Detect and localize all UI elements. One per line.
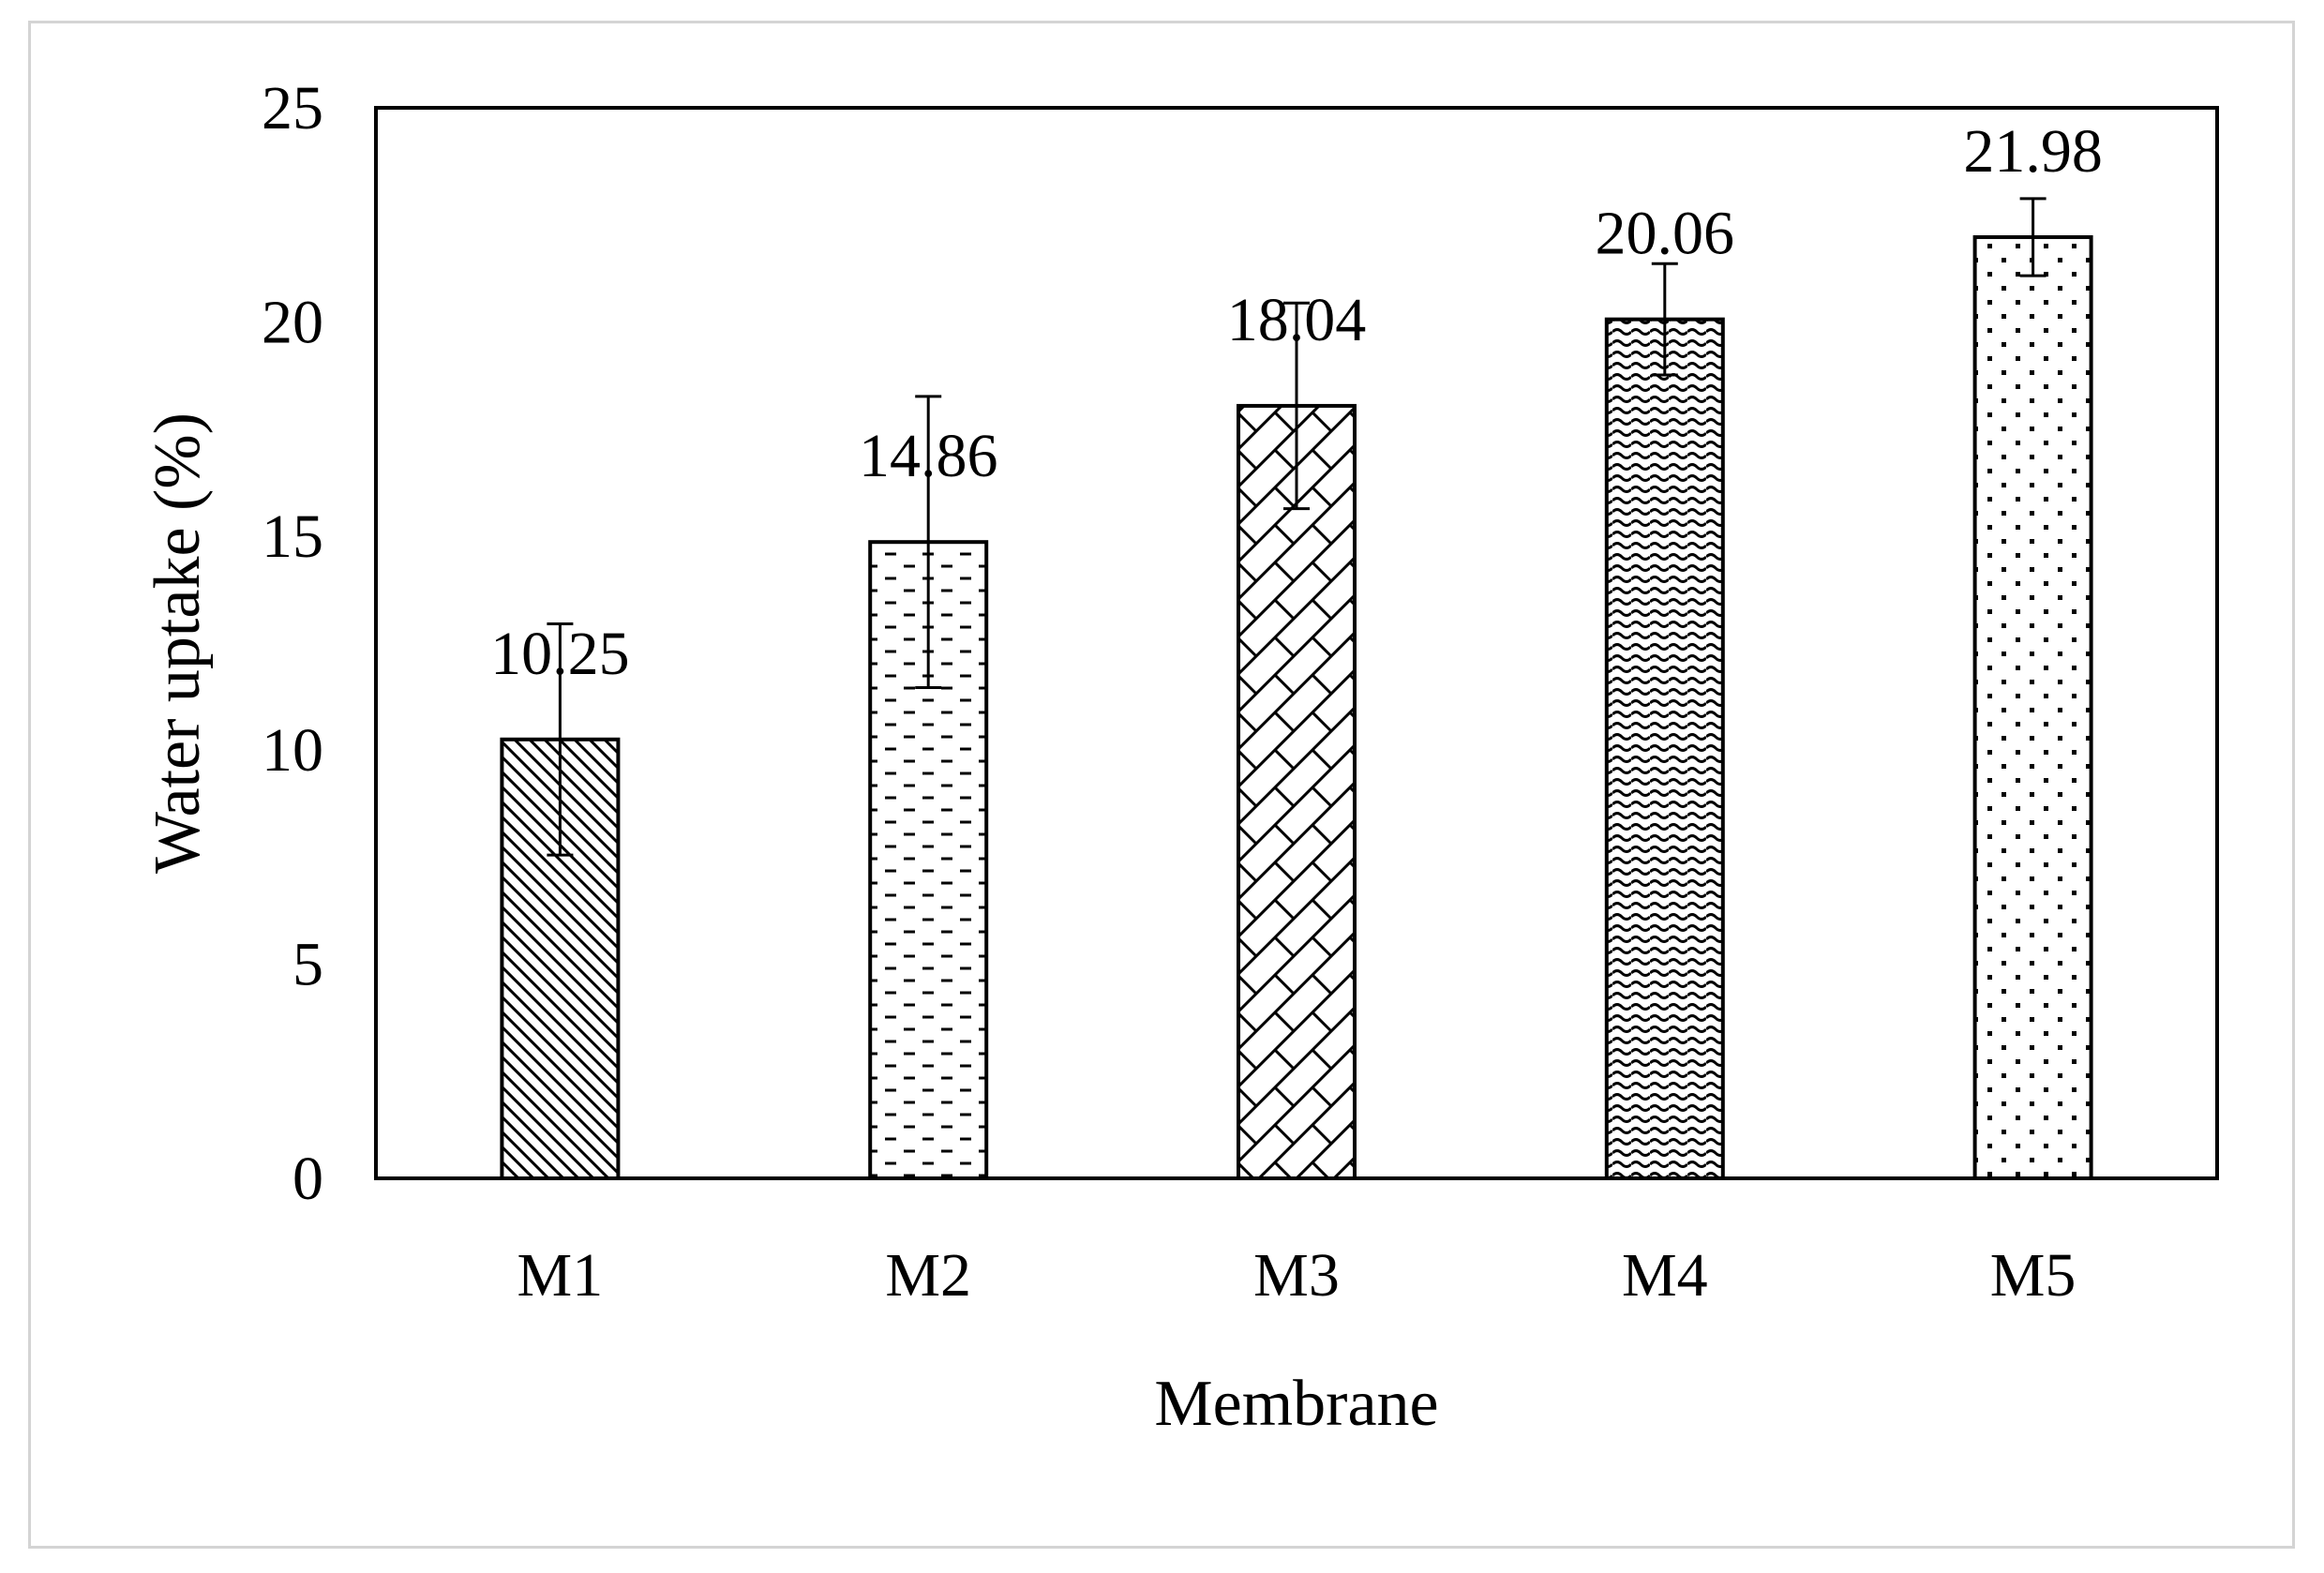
- y-tick-label: 25: [262, 74, 323, 142]
- y-tick-label: 20: [262, 288, 323, 356]
- data-label-m4: 20.06: [1596, 200, 1735, 268]
- error-bar-m4: [1651, 262, 1678, 377]
- y-tick-label: 5: [292, 931, 323, 999]
- error-bar-m3: [1283, 301, 1310, 511]
- figure-frame: [28, 21, 2295, 1549]
- y-axis-title: Water uptake (%): [142, 412, 214, 874]
- y-tick-label: 15: [262, 502, 323, 571]
- x-axis-category-labels: M1 M2 M3 M4 M5: [517, 1241, 2077, 1310]
- error-bars: [547, 197, 2047, 857]
- x-axis-title: Membrane: [1154, 1368, 1438, 1440]
- error-bar-m2: [915, 395, 942, 690]
- x-category-label-m2: M2: [885, 1241, 971, 1310]
- data-label-m2: 14.86: [859, 422, 998, 490]
- data-label-m3: 18.04: [1227, 286, 1367, 354]
- y-tick-label: 10: [262, 716, 323, 785]
- bar-m5: [1972, 234, 2093, 1180]
- bar-m4: [1604, 317, 1725, 1181]
- x-category-label-m3: M3: [1253, 1241, 1340, 1310]
- x-category-label-m1: M1: [517, 1241, 604, 1310]
- data-labels: 10.25 14.86 18.04 20.06 21.98: [490, 117, 2103, 688]
- y-axis-tick-labels: 0 5 10 15 20 25: [262, 74, 323, 1213]
- data-label-m5: 21.98: [1963, 117, 2103, 186]
- data-label-m1: 10.25: [490, 620, 630, 688]
- x-category-label-m4: M4: [1622, 1241, 1708, 1310]
- x-category-label-m5: M5: [1990, 1241, 2077, 1310]
- error-bar-m5: [2019, 197, 2047, 277]
- y-tick-label: 0: [292, 1145, 323, 1213]
- error-bar-m1: [547, 622, 574, 857]
- bar-m3: [1237, 403, 1357, 1180]
